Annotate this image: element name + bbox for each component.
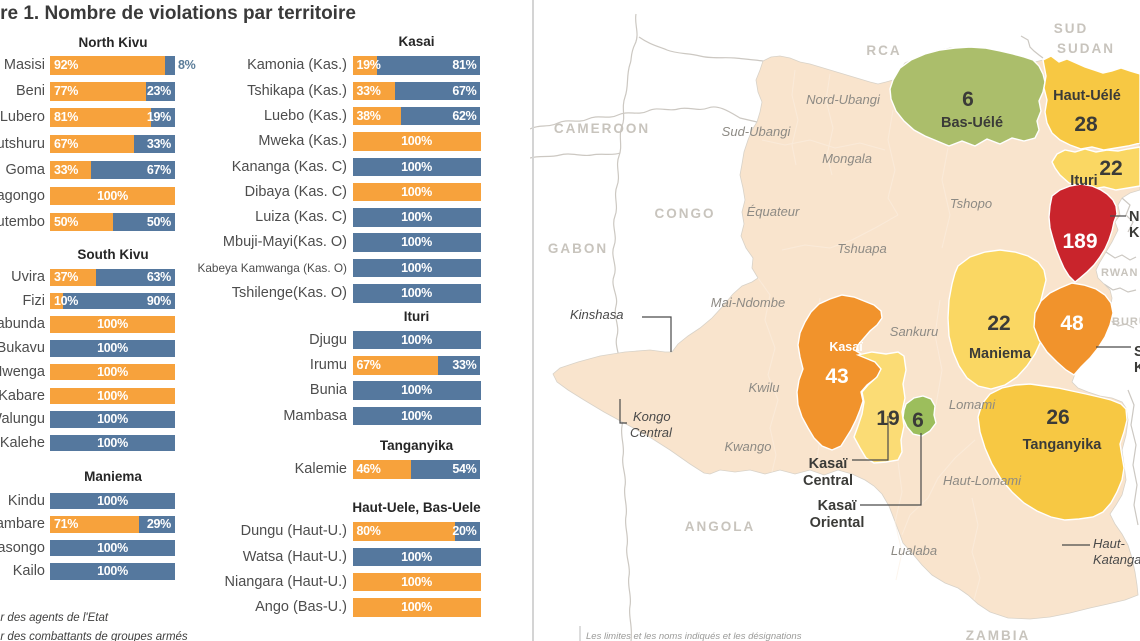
- svg-text:Oriental: Oriental: [810, 515, 865, 531]
- svg-text:CONGO: CONGO: [654, 206, 715, 221]
- svg-text:Ituri: Ituri: [1070, 173, 1097, 189]
- svg-text:6: 6: [912, 409, 924, 432]
- svg-text:Kasaï: Kasaï: [818, 498, 858, 514]
- svg-text:Kwilu: Kwilu: [748, 380, 779, 395]
- svg-text:28: 28: [1074, 113, 1098, 136]
- svg-text:Sankuru: Sankuru: [890, 324, 938, 339]
- svg-text:SUD: SUD: [1054, 21, 1089, 36]
- svg-text:Tanganyika: Tanganyika: [1023, 437, 1103, 453]
- svg-text:Kongo: Kongo: [633, 409, 671, 424]
- svg-text:43: 43: [825, 365, 848, 388]
- svg-text:Nord: Nord: [1129, 209, 1140, 225]
- svg-text:Lualaba: Lualaba: [891, 543, 937, 558]
- svg-text:Sud: Sud: [1134, 344, 1140, 360]
- svg-text:RWAN: RWAN: [1101, 267, 1138, 279]
- svg-text:ZAMBIA: ZAMBIA: [966, 628, 1031, 641]
- svg-text:RCA: RCA: [866, 43, 901, 58]
- svg-text:Tshopo: Tshopo: [950, 196, 992, 211]
- svg-text:Nord-Ubangi: Nord-Ubangi: [806, 92, 881, 107]
- svg-text:Kivu: Kivu: [1129, 225, 1140, 241]
- svg-text:Mongala: Mongala: [822, 151, 872, 166]
- svg-text:Katanga: Katanga: [1093, 552, 1140, 567]
- svg-text:Tshuapa: Tshuapa: [837, 241, 886, 256]
- svg-text:22: 22: [987, 312, 1010, 335]
- svg-text:ANGOLA: ANGOLA: [685, 519, 756, 534]
- svg-text:GABON: GABON: [548, 241, 608, 256]
- svg-text:Haut-Lomami: Haut-Lomami: [943, 473, 1022, 488]
- svg-text:6: 6: [962, 88, 974, 111]
- svg-text:48: 48: [1060, 312, 1084, 335]
- svg-text:189: 189: [1062, 230, 1097, 253]
- svg-text:Bas-Uélé: Bas-Uélé: [941, 115, 1003, 131]
- svg-text:Haut-: Haut-: [1093, 536, 1125, 551]
- svg-text:Kinshasa: Kinshasa: [570, 307, 623, 322]
- svg-text:BURU: BURU: [1112, 316, 1140, 328]
- svg-text:Kivu: Kivu: [1134, 360, 1140, 376]
- svg-text:SUDAN: SUDAN: [1057, 41, 1115, 56]
- svg-text:Haut-Uélé: Haut-Uélé: [1053, 88, 1121, 104]
- svg-text:Les limites et les noms indiqu: Les limites et les noms indiqués et les …: [586, 631, 802, 641]
- svg-text:19: 19: [876, 407, 899, 430]
- svg-text:Kasaï: Kasaï: [809, 456, 849, 472]
- svg-text:26: 26: [1046, 406, 1069, 429]
- svg-text:Lomami: Lomami: [949, 397, 996, 412]
- svg-text:Équateur: Équateur: [747, 204, 800, 219]
- svg-text:CAMEROON: CAMEROON: [554, 121, 650, 136]
- svg-text:22: 22: [1099, 157, 1122, 180]
- svg-text:Central: Central: [803, 473, 853, 489]
- svg-text:Kasaï: Kasaï: [829, 340, 863, 354]
- svg-text:Sud-Ubangi: Sud-Ubangi: [722, 124, 792, 139]
- svg-text:Kwango: Kwango: [725, 439, 772, 454]
- svg-text:Mai-Ndombe: Mai-Ndombe: [711, 295, 785, 310]
- svg-text:Central: Central: [630, 425, 673, 440]
- svg-text:Maniema: Maniema: [969, 346, 1032, 362]
